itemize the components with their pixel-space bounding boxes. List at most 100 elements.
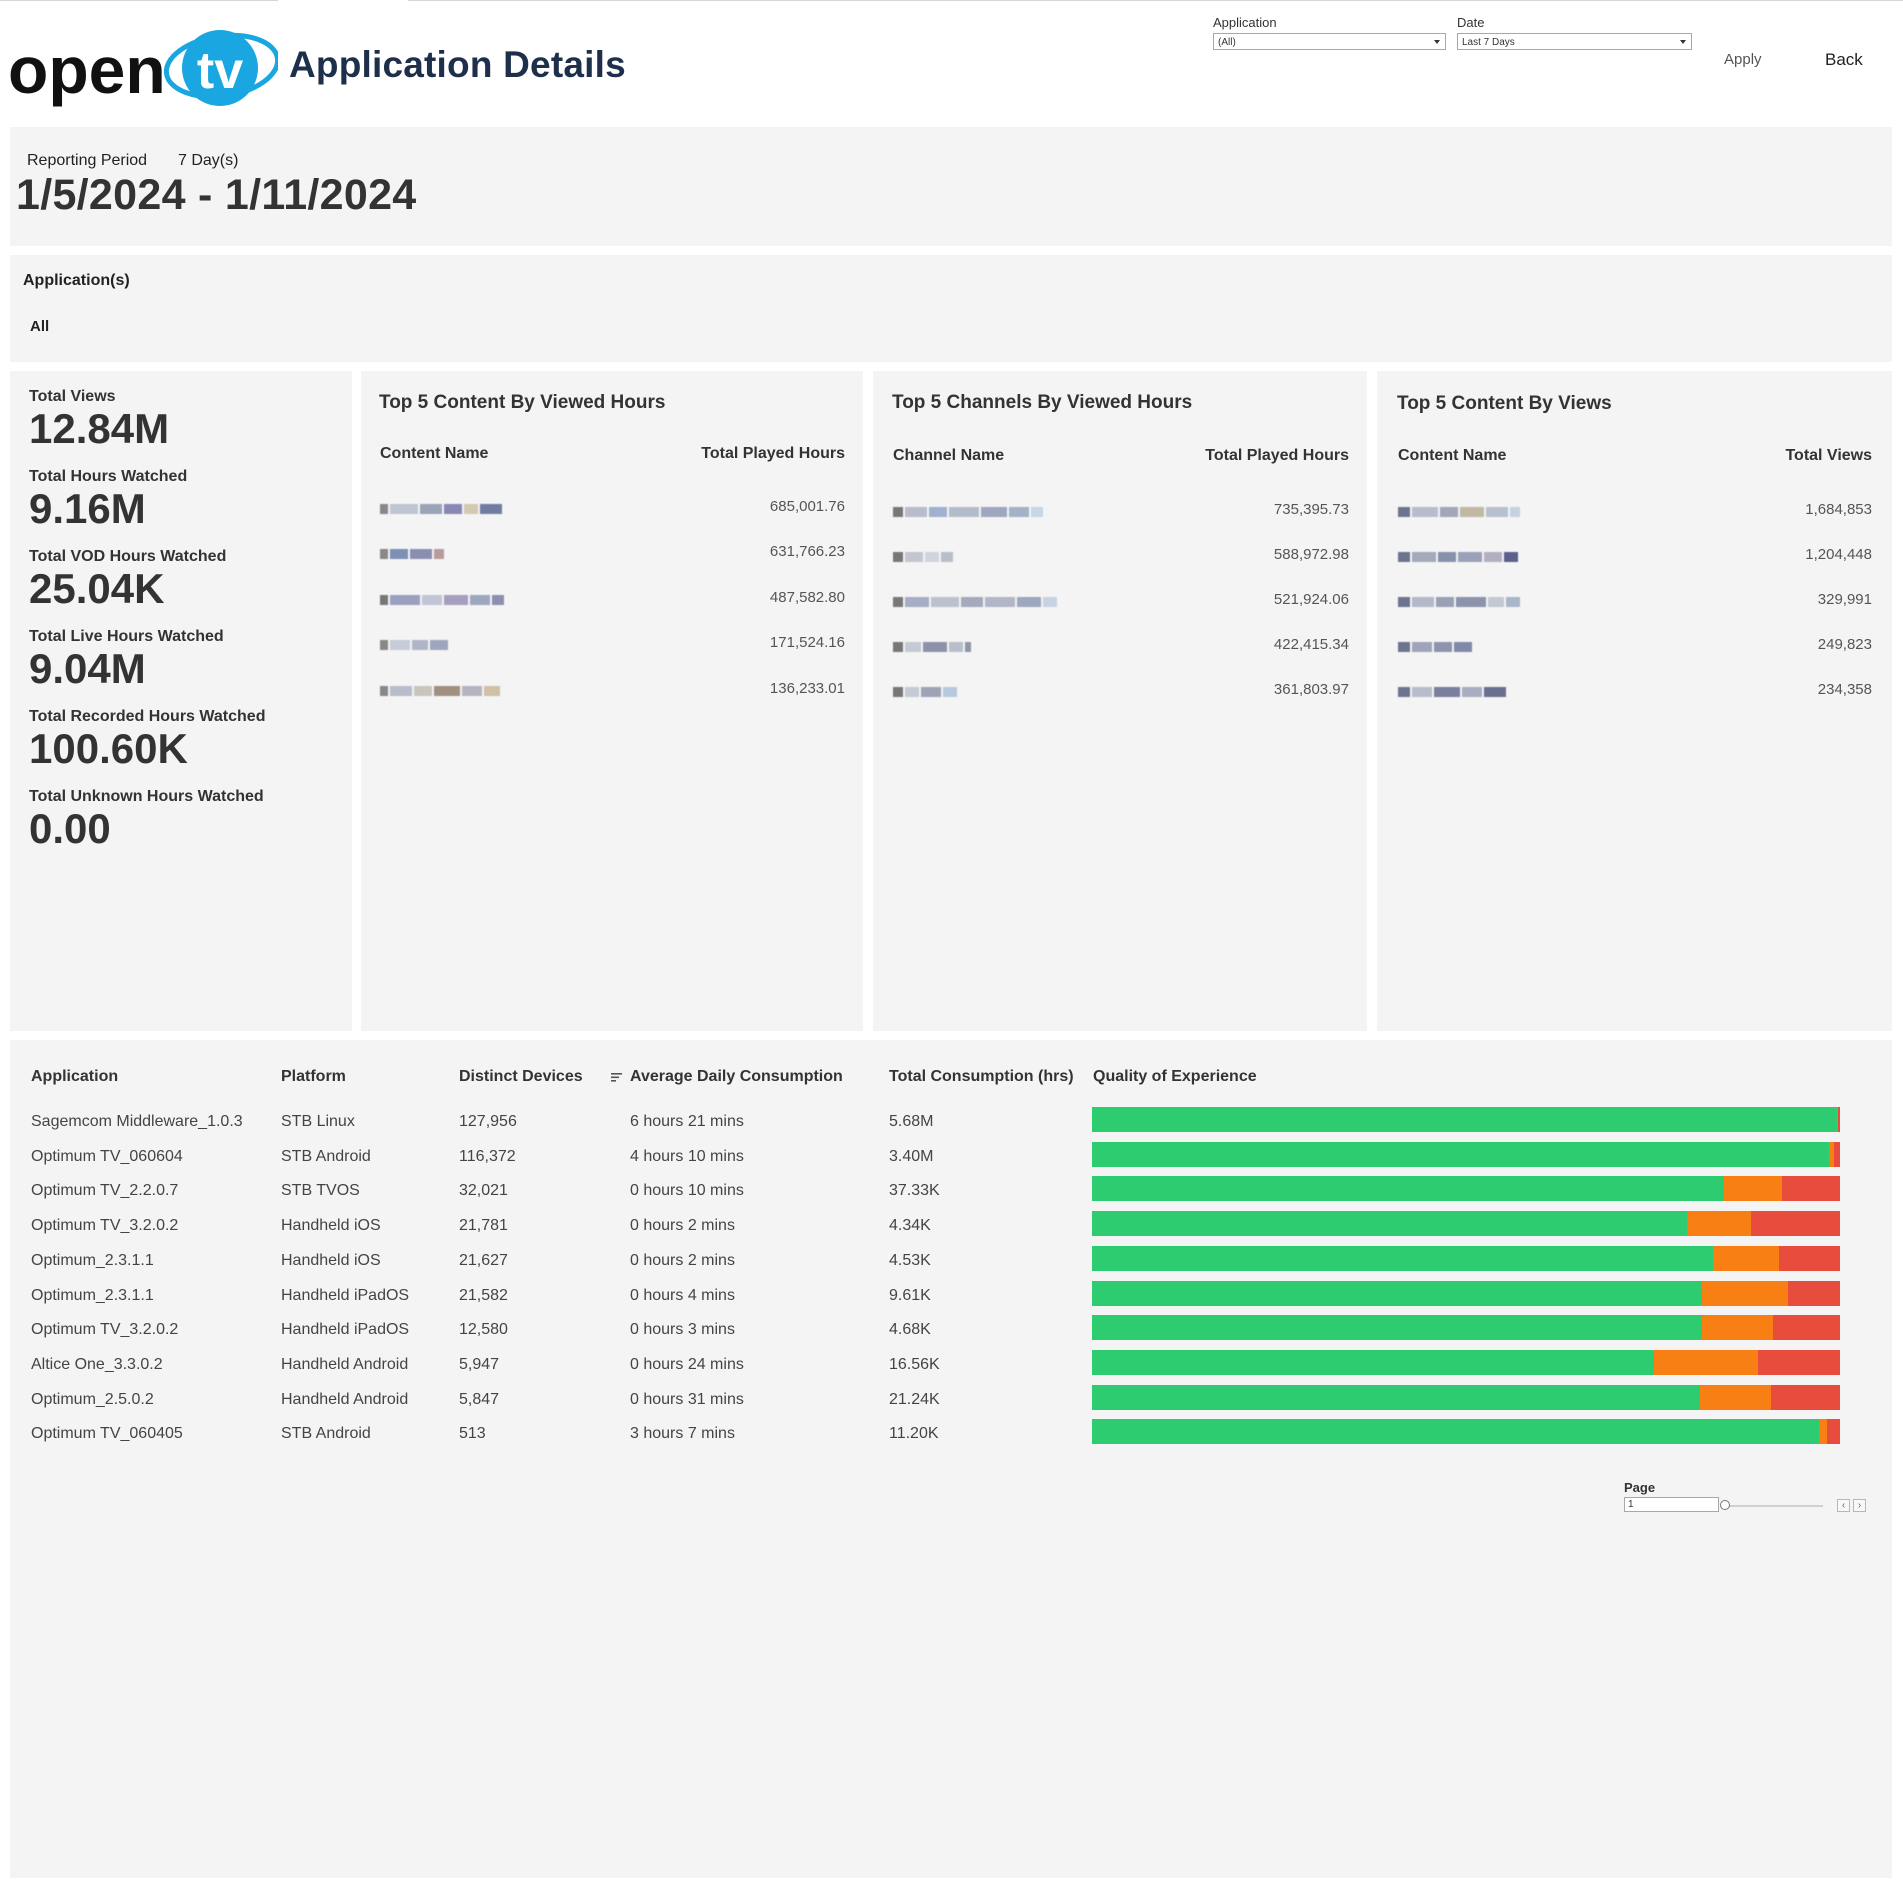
qoe-segment-poor[interactable] — [1838, 1107, 1840, 1132]
cell-application: Optimum TV_3.2.0.2 — [31, 1217, 179, 1235]
page-slider-handle[interactable] — [1720, 1500, 1730, 1510]
table-row[interactable]: Optimum TV_3.2.0.2 Handheld iOS 21,781 0 ho… — [10, 1208, 1892, 1243]
qoe-bar[interactable] — [1092, 1280, 1840, 1306]
table-row[interactable]: 631,766.23 — [361, 543, 863, 565]
qoe-segment-poor[interactable] — [1758, 1349, 1840, 1375]
qoe-segment-good[interactable] — [1092, 1280, 1703, 1306]
table-row[interactable]: 487,582.80 — [361, 589, 863, 611]
table-row[interactable]: 249,823 — [1377, 636, 1892, 658]
table-row[interactable]: 1,204,448 — [1377, 546, 1892, 568]
qoe-bar[interactable] — [1092, 1141, 1840, 1167]
qoe-bar[interactable] — [1092, 1176, 1840, 1202]
column-header-total-consumption[interactable]: Total Consumption (hrs) — [889, 1068, 1074, 1085]
sort-icon[interactable] — [610, 1070, 624, 1084]
table-row[interactable]: Optimum TV_2.2.0.7 STB TVOS 32,021 0 hours … — [10, 1173, 1892, 1208]
cell-distinct-devices: 21,582 — [459, 1286, 508, 1304]
qoe-segment-fair[interactable] — [1828, 1141, 1834, 1167]
table-row[interactable]: Optimum_2.3.1.1 Handheld iOS 21,627 0 hours… — [10, 1243, 1892, 1278]
qoe-segment-poor[interactable] — [1827, 1419, 1840, 1445]
redacted-name — [893, 550, 953, 564]
qoe-segment-fair[interactable] — [1702, 1315, 1773, 1341]
qoe-segment-poor[interactable] — [1834, 1141, 1840, 1167]
page-input[interactable]: 1 — [1624, 1497, 1719, 1512]
table-row[interactable]: Altice One_3.3.0.2 Handheld Android 5,947 0… — [10, 1347, 1892, 1382]
qoe-segment-poor[interactable] — [1781, 1176, 1840, 1202]
table-row[interactable]: Sagemcom Middleware_1.0.3 STB Linux 127,95… — [10, 1104, 1892, 1139]
cell-total-consumption: 4.68K — [889, 1321, 931, 1339]
column-header-application[interactable]: Application — [31, 1068, 119, 1085]
table-row[interactable]: 588,972.98 — [873, 546, 1367, 568]
qoe-segment-good[interactable] — [1092, 1384, 1701, 1410]
row-value: 361,803.97 — [1273, 681, 1349, 698]
qoe-bar[interactable] — [1092, 1315, 1840, 1341]
qoe-segment-good[interactable] — [1092, 1349, 1654, 1375]
cell-platform: Handheld iPadOS — [281, 1286, 410, 1304]
column-header-total-played-hours: Total Played Hours — [1205, 447, 1349, 464]
table-row[interactable]: Optimum_2.3.1.1 Handheld iPadOS 21,582 0 ho… — [10, 1278, 1892, 1313]
table-row[interactable]: 422,415.34 — [873, 636, 1367, 658]
chevron-right-icon[interactable]: › — [1853, 1499, 1866, 1512]
table-row[interactable]: Optimum TV_060604 STB Android 116,372 4 hou… — [10, 1139, 1892, 1174]
redacted-name — [1398, 550, 1518, 564]
qoe-segment-poor[interactable] — [1772, 1315, 1840, 1341]
table-row[interactable]: 329,991 — [1377, 591, 1892, 613]
table-row[interactable]: 521,924.06 — [873, 591, 1367, 613]
qoe-segment-poor[interactable] — [1771, 1384, 1840, 1410]
table-row[interactable]: 1,684,853 — [1377, 501, 1892, 523]
qoe-bar[interactable] — [1092, 1419, 1840, 1445]
date-select[interactable]: Last 7 Days — [1457, 33, 1692, 50]
logo-text-tv: tv — [197, 42, 243, 100]
qoe-bar[interactable] — [1092, 1349, 1840, 1375]
apply-button[interactable]: Apply — [1724, 51, 1762, 68]
qoe-bar[interactable] — [1092, 1107, 1840, 1132]
qoe-segment-good[interactable] — [1092, 1211, 1688, 1237]
qoe-segment-good[interactable] — [1092, 1315, 1703, 1341]
qoe-segment-good[interactable] — [1092, 1107, 1837, 1132]
table-row[interactable]: Optimum TV_060405 STB Android 513 3 hours 7… — [10, 1416, 1892, 1451]
qoe-bar[interactable] — [1092, 1211, 1840, 1237]
back-button[interactable]: Back — [1825, 50, 1863, 69]
cell-platform: Handheld iOS — [281, 1217, 381, 1235]
qoe-segment-fair[interactable] — [1837, 1107, 1839, 1132]
cell-distinct-devices: 21,781 — [459, 1217, 508, 1235]
qoe-segment-fair[interactable] — [1724, 1176, 1782, 1202]
qoe-segment-good[interactable] — [1092, 1176, 1725, 1202]
table-row[interactable]: 136,233.01 — [361, 680, 863, 702]
column-header-quality-of-experience[interactable]: Quality of Experience — [1093, 1068, 1257, 1085]
cell-application: Sagemcom Middleware_1.0.3 — [31, 1113, 243, 1130]
kpi-value: 9.04M — [29, 645, 146, 692]
column-header-platform[interactable]: Platform — [281, 1068, 346, 1085]
qoe-segment-fair[interactable] — [1700, 1384, 1772, 1410]
application-select[interactable]: (All) — [1213, 33, 1446, 50]
chevron-left-icon[interactable]: ‹ — [1837, 1499, 1850, 1512]
table-row[interactable]: Optimum TV_3.2.0.2 Handheld iPadOS 12,580 0… — [10, 1312, 1892, 1347]
qoe-bar[interactable] — [1092, 1384, 1840, 1410]
table-row[interactable]: 234,358 — [1377, 681, 1892, 703]
table-row[interactable]: 735,395.73 — [873, 501, 1367, 523]
chevron-down-icon — [1434, 40, 1440, 44]
table-row[interactable]: 685,001.76 — [361, 498, 863, 520]
page-slider-track[interactable] — [1728, 1505, 1823, 1507]
qoe-segment-good[interactable] — [1092, 1245, 1713, 1271]
qoe-segment-poor[interactable] — [1779, 1245, 1840, 1271]
qoe-segment-fair[interactable] — [1819, 1419, 1828, 1445]
qoe-segment-fair[interactable] — [1702, 1280, 1789, 1306]
qoe-segment-poor[interactable] — [1788, 1280, 1840, 1306]
table-row[interactable]: 171,524.16 — [361, 634, 863, 656]
qoe-segment-good[interactable] — [1092, 1141, 1829, 1167]
qoe-segment-poor[interactable] — [1750, 1211, 1840, 1237]
cell-distinct-devices: 21,627 — [459, 1251, 508, 1269]
qoe-bar[interactable] — [1092, 1245, 1840, 1271]
kpi-value: 25.04K — [29, 565, 165, 612]
column-header-distinct-devices[interactable]: Distinct Devices — [459, 1068, 583, 1085]
table-row[interactable]: 361,803.97 — [873, 681, 1367, 703]
column-header-average-daily-consumption[interactable]: Average Daily Consumption — [630, 1068, 843, 1085]
date-select-value: Last 7 Days — [1462, 37, 1515, 48]
qoe-segment-fair[interactable] — [1653, 1349, 1759, 1375]
row-value: 588,972.98 — [1273, 546, 1349, 563]
cell-distinct-devices: 5,947 — [459, 1355, 500, 1373]
qoe-segment-fair[interactable] — [1687, 1211, 1751, 1237]
table-row[interactable]: Optimum_2.5.0.2 Handheld Android 5,847 0 ho… — [10, 1382, 1892, 1417]
qoe-segment-good[interactable] — [1092, 1419, 1820, 1445]
qoe-segment-fair[interactable] — [1712, 1245, 1780, 1271]
